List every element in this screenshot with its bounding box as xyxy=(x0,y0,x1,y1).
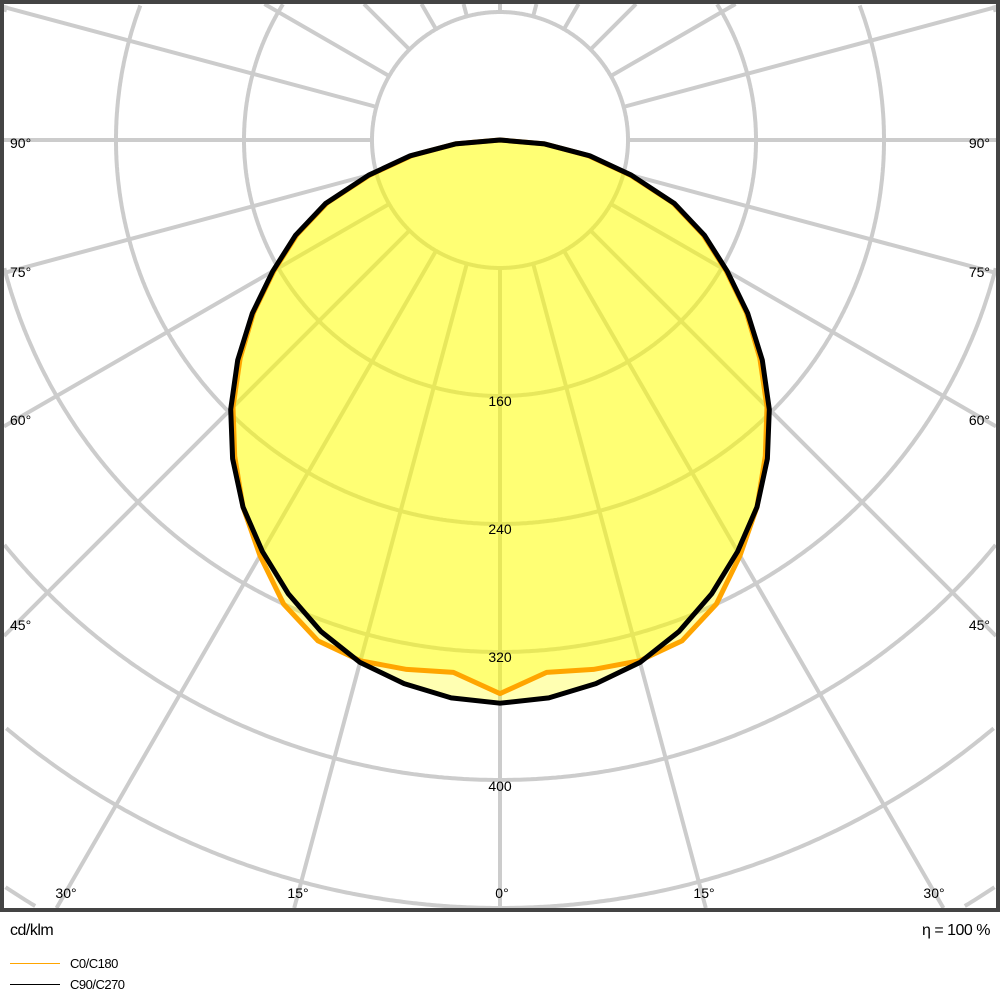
grid-radial-line xyxy=(461,3,469,17)
radial-tick-240: 240 xyxy=(488,521,512,537)
curve-c90-c270 xyxy=(228,137,772,706)
grid-radial-line xyxy=(419,3,438,31)
grid-radial-line xyxy=(292,263,469,909)
angle-label-bottom-15-left: 15° xyxy=(287,885,308,901)
grid-radial-line xyxy=(2,229,411,638)
angle-label-right-60: 60° xyxy=(969,412,990,428)
angle-label-left-90: 90° xyxy=(10,135,31,151)
angle-label-left-45: 45° xyxy=(10,617,31,633)
angle-label-bottom-0: 0° xyxy=(495,885,508,901)
angle-label-right-75: 75° xyxy=(969,264,990,280)
grid-radial-line xyxy=(263,2,391,78)
grid-radial-line xyxy=(362,2,411,51)
grid-radial-line xyxy=(531,263,708,909)
grid-radial-line xyxy=(609,2,737,78)
angle-label-bottom-15-right: 15° xyxy=(693,885,714,901)
angle-label-bottom-30-left: 30° xyxy=(55,885,76,901)
grid-radial-line xyxy=(589,229,998,638)
angle-labels: 90° 75° 60° 45° 90° 75° 60° 45° 30° 15° … xyxy=(10,135,990,901)
grid-circle-560 xyxy=(4,885,996,908)
grid-radial-line xyxy=(609,202,997,429)
radial-tick-160: 160 xyxy=(488,393,512,409)
angle-label-left-60: 60° xyxy=(10,412,31,428)
grid-radial-line xyxy=(3,171,377,275)
angle-label-right-45: 45° xyxy=(969,617,990,633)
efficiency-label: η = 100 % xyxy=(922,922,991,939)
legend-label-c0: C0/C180 xyxy=(70,956,118,971)
angle-label-left-75: 75° xyxy=(10,264,31,280)
grid-circle-320 xyxy=(2,4,998,654)
chart-frame xyxy=(0,0,1000,912)
fill-c90-c270 xyxy=(230,140,770,704)
grid-circle-240 xyxy=(114,4,886,526)
legend-swatch-c0 xyxy=(10,963,60,964)
grid-radial-line xyxy=(623,171,997,275)
fill-c0-c180 xyxy=(233,140,767,694)
legend-label-c90: C90/C270 xyxy=(70,977,125,992)
radial-tick-labels: 160 240 320 400 xyxy=(488,393,512,794)
radial-tick-400: 400 xyxy=(488,778,512,794)
grid-radial-line xyxy=(3,202,391,429)
grid-radial-line xyxy=(562,2,581,31)
grid-circle-480 xyxy=(5,726,995,910)
angle-label-bottom-30-right: 30° xyxy=(923,885,944,901)
angle-label-right-90: 90° xyxy=(969,135,990,151)
grid-radial-line xyxy=(531,3,539,17)
unit-label: cd/klm xyxy=(10,922,54,939)
grid-radial-line xyxy=(589,2,638,51)
grid-circle-80 xyxy=(370,10,630,270)
curves xyxy=(228,137,772,706)
grid-circle-400 xyxy=(2,543,998,782)
grid-radial-line xyxy=(3,5,377,109)
radial-tick-320: 320 xyxy=(488,649,512,665)
curve-fills xyxy=(230,140,770,704)
legend-swatch-c90 xyxy=(10,984,60,985)
grid xyxy=(2,2,998,910)
grid-radial-line xyxy=(623,5,997,109)
